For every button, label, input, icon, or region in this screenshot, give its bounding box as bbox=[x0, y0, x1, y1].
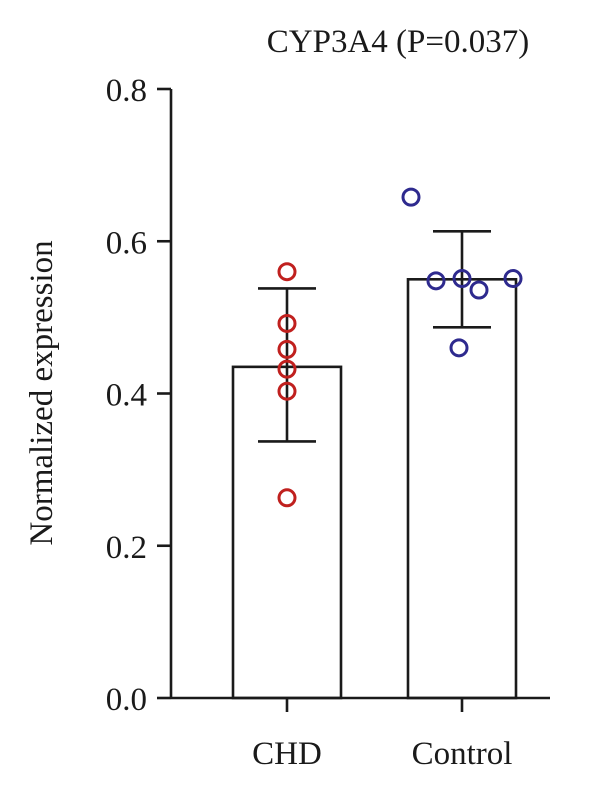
x-tick-label-control: Control bbox=[412, 736, 513, 772]
y-tick-label: 0.2 bbox=[106, 530, 147, 566]
y-axis-label: Normalized expression bbox=[24, 240, 60, 545]
data-point-control bbox=[449, 338, 469, 358]
data-point-chd bbox=[277, 381, 297, 401]
data-point-control bbox=[469, 280, 489, 300]
bar-control bbox=[406, 278, 518, 700]
y-tick-label: 0.8 bbox=[106, 73, 147, 109]
plot-area: 0.0 0.2 0.4 0.6 0.8 CHD Control bbox=[106, 73, 550, 772]
y-tick-label: 0.4 bbox=[106, 378, 147, 414]
data-point-chd bbox=[277, 262, 297, 282]
chart-title: CYP3A4 (P=0.037) bbox=[267, 24, 529, 60]
data-point-chd bbox=[277, 313, 297, 333]
data-point-control bbox=[452, 269, 472, 289]
data-point-control bbox=[401, 187, 421, 207]
x-tick-label-chd: CHD bbox=[252, 736, 322, 772]
data-point-control bbox=[426, 271, 446, 291]
data-point-chd bbox=[277, 359, 297, 379]
data-point-chd bbox=[277, 339, 297, 359]
y-tick-label: 0.0 bbox=[106, 682, 147, 718]
y-tick-label: 0.6 bbox=[106, 225, 147, 261]
data-point-chd bbox=[277, 488, 297, 508]
data-point-control bbox=[503, 269, 523, 289]
